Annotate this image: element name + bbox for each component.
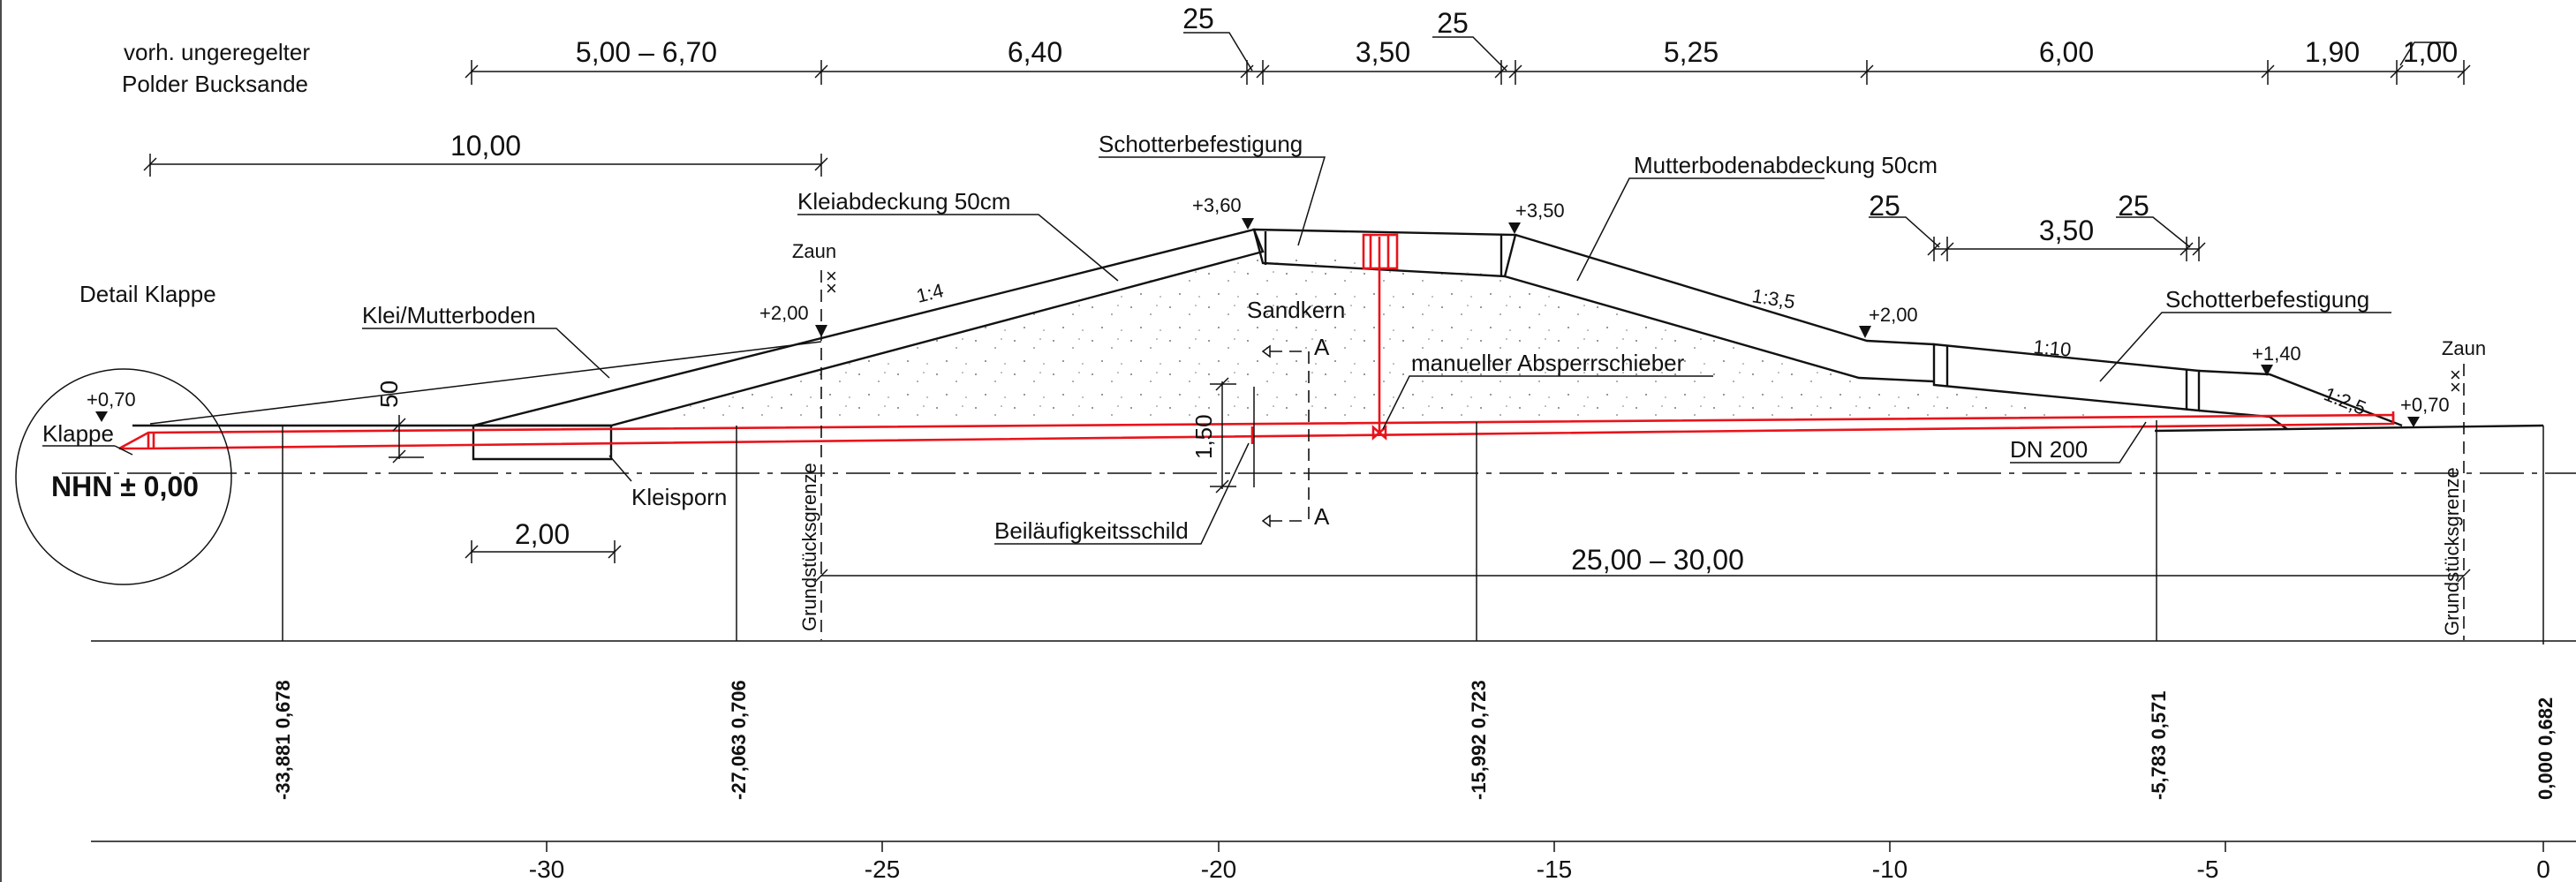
mutterboden-upper-line xyxy=(1515,233,1935,346)
elevation-140: +1,40 xyxy=(2252,343,2301,365)
pipe-dn200 xyxy=(118,411,2395,450)
dim-10-00: 10,00 xyxy=(450,130,521,162)
lower-slope-upper xyxy=(2198,369,2403,427)
svg-text:×: × xyxy=(826,277,837,299)
zaun-right-label: Zaun xyxy=(2442,337,2486,359)
elevation-070-left: +0,70 xyxy=(87,388,136,411)
vertical-dim-150: 1,50 xyxy=(1190,377,1255,494)
schild-label: Beiläufigkeitsschild xyxy=(994,517,1189,544)
top-dimension-chain: 5,00 – 6,70 6,40 25 3,50 25 5,25 6,00 1,… xyxy=(465,3,2471,85)
dim-3-50-crest: 3,50 xyxy=(1356,36,1410,68)
dim-berm-25-right: 25 xyxy=(2118,190,2149,222)
axis-tick-label-4: -15 xyxy=(1537,856,1572,882)
dim-berm-3-50: 3,50 xyxy=(2039,215,2094,246)
elevation-marker xyxy=(95,411,108,422)
mutterboden-lower-line xyxy=(1504,275,1935,383)
header-line-1: vorh. ungeregelter xyxy=(124,39,310,65)
elevation-200-right: +2,00 xyxy=(1869,304,1918,326)
dimension-25-30: 25,00 – 30,00 xyxy=(814,544,2471,583)
section-a-top: A xyxy=(1314,334,1330,360)
dimension-10-00: 10,00 xyxy=(143,130,828,177)
detail-klappe-label: Detail Klappe xyxy=(79,281,216,307)
axis-tick-label-3: -20 xyxy=(1201,856,1236,882)
elevation-070-right: +0,70 xyxy=(2400,394,2450,416)
dim-25-right: 25 xyxy=(1437,7,1469,39)
gate-valve xyxy=(1362,233,1399,441)
dim-5-00-6-70: 5,00 – 6,70 xyxy=(576,36,717,68)
detail-circle xyxy=(15,368,232,585)
station-label-3: -15,992 0,723 xyxy=(1468,680,1490,800)
ground-line-right xyxy=(2154,424,2544,433)
axis-ticks xyxy=(546,841,2544,852)
dim-1-00: 1,00 xyxy=(2403,36,2458,68)
nhn-label: NHN ± 0,00 xyxy=(51,471,199,502)
grundstuecksgrenze-right: Grundstücksgrenze xyxy=(2441,467,2463,636)
elevation-350: +3,50 xyxy=(1515,200,1565,222)
klappe-label: Klappe xyxy=(42,420,114,447)
dim-25-00-30-00: 25,00 – 30,00 xyxy=(1571,544,1744,576)
axis-tick-label-7: 0 xyxy=(2536,856,2550,882)
schotter-berm-label: Schotterbefestigung xyxy=(2165,286,2369,313)
mutterboden-label: Mutterbodenabdeckung 50cm xyxy=(1634,152,1938,178)
dim-50: 50 xyxy=(375,381,403,408)
axis-tick-label-1: -30 xyxy=(529,856,564,882)
dim-5-25: 5,25 xyxy=(1664,36,1719,68)
vertical-dim-50: 50 xyxy=(375,381,424,464)
fence-right: Zaun × × Grundstücksgrenze xyxy=(2441,337,2486,640)
svg-text:×: × xyxy=(2450,376,2461,398)
dim-1-50: 1,50 xyxy=(1190,414,1217,459)
schotter-top-label: Schotterbefestigung xyxy=(1099,131,1303,157)
section-a-a: A A xyxy=(1261,334,1330,530)
svg-text:×: × xyxy=(826,265,837,287)
dim-25-left: 25 xyxy=(1182,3,1214,34)
sand-core xyxy=(611,252,2429,426)
grundstuecksgrenze-left: Grundstücksgrenze xyxy=(798,463,820,631)
slope-1-10: 1:10 xyxy=(2033,335,2073,361)
axis-tick-label-6: -5 xyxy=(2197,856,2219,882)
berm-dimension: 25 3,50 25 xyxy=(1869,190,2206,261)
schieber-label: manueller Absperrschieber xyxy=(1411,350,1685,376)
axis-tick-label-2: -25 xyxy=(865,856,900,882)
dim-2-00: 2,00 xyxy=(515,518,570,550)
elevation-360: +3,60 xyxy=(1192,194,1242,216)
section-a-bottom: A xyxy=(1314,503,1330,530)
axis-tick-label-5: -10 xyxy=(1872,856,1907,882)
header-line-2: Polder Bucksande xyxy=(122,71,308,97)
kleiabdeckung-label: Kleiabdeckung 50cm xyxy=(797,188,1010,215)
elevation-200-left: +2,00 xyxy=(759,302,809,324)
dimension-2-00: 2,00 xyxy=(465,518,622,563)
dim-6-40: 6,40 xyxy=(1008,36,1062,68)
slope-1-4: 1:4 xyxy=(914,279,946,307)
dim-berm-25-left: 25 xyxy=(1869,190,1900,222)
klei-mutterboden-line xyxy=(149,341,822,425)
kleisporn-label: Kleisporn xyxy=(631,484,727,510)
klei-mutterboden-label: Klei/Mutterboden xyxy=(362,302,536,328)
dn200-label: DN 200 xyxy=(2010,436,2088,463)
station-label-1: -33,881 0,678 xyxy=(272,680,294,800)
svg-text:×: × xyxy=(2450,364,2461,386)
dim-6-00: 6,00 xyxy=(2039,36,2094,68)
slope-1-2-5: 1:2,5 xyxy=(2321,382,2369,419)
station-label-2: -27,063 0,706 xyxy=(728,680,750,800)
zaun-left-label: Zaun xyxy=(792,240,836,262)
dim-1-90: 1,90 xyxy=(2305,36,2360,68)
fence-left: Zaun × × +2,00 Grundstücksgrenze xyxy=(759,240,837,640)
sandkern-label: Sandkern xyxy=(1247,297,1345,323)
station-label-5: 0,000 0,682 xyxy=(2534,697,2557,800)
station-verticals xyxy=(282,420,2157,641)
station-label-4: -5,783 0,571 xyxy=(2148,690,2170,800)
